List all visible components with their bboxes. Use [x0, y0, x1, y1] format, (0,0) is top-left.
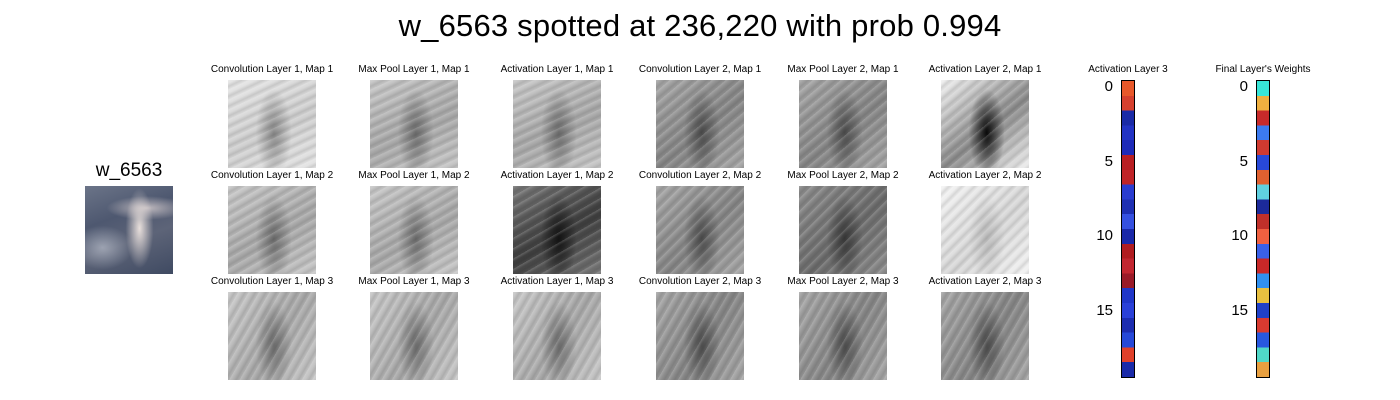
feature-map-label: Convolution Layer 2, Map 1: [638, 64, 762, 75]
feature-map: [799, 80, 887, 168]
feature-map-label: Max Pool Layer 1, Map 1: [358, 64, 470, 75]
feature-map: [656, 186, 744, 274]
feature-map: [656, 80, 744, 168]
feature-map-label: Convolution Layer 1, Map 3: [210, 276, 334, 287]
input-label: w_6563: [95, 160, 163, 181]
feature-map-label: Max Pool Layer 2, Map 3: [787, 276, 899, 287]
feature-map-label: Activation Layer 1, Map 2: [500, 170, 614, 181]
activation-layer-3-bar: [1121, 80, 1135, 378]
axis-tick-label: 0: [1104, 78, 1113, 96]
axis-tick-label: 10: [1231, 227, 1248, 245]
feature-map: [513, 292, 601, 380]
feature-map: [370, 186, 458, 274]
feature-map-label: Activation Layer 2, Map 2: [928, 170, 1042, 181]
feature-map-label: Max Pool Layer 1, Map 2: [358, 170, 470, 181]
feature-map: [941, 80, 1029, 168]
feature-map-label: Convolution Layer 2, Map 2: [638, 170, 762, 181]
feature-map: [799, 186, 887, 274]
feature-map: [228, 186, 316, 274]
feature-map: [228, 292, 316, 380]
feature-map-label: Activation Layer 2, Map 3: [928, 276, 1042, 287]
activation-layer-3-title: Activation Layer 3: [1088, 64, 1168, 75]
feature-map: [799, 292, 887, 380]
input-image: [85, 186, 173, 274]
feature-map-label: Convolution Layer 2, Map 3: [638, 276, 762, 287]
feature-map: [513, 80, 601, 168]
feature-map: [228, 80, 316, 168]
feature-map-label: Activation Layer 2, Map 1: [928, 64, 1042, 75]
final-weights-bar: [1256, 80, 1270, 378]
final-weights-title: Final Layer's Weights: [1215, 64, 1311, 75]
axis-tick-label: 0: [1239, 78, 1248, 96]
feature-map: [656, 292, 744, 380]
figure-title: w_6563 spotted at 236,220 with prob 0.99…: [398, 8, 1002, 43]
feature-map: [941, 292, 1029, 380]
feature-map: [370, 292, 458, 380]
axis-tick-label: 15: [1096, 301, 1113, 319]
feature-map-label: Max Pool Layer 1, Map 3: [358, 276, 470, 287]
feature-map: [370, 80, 458, 168]
axis-tick-label: 15: [1231, 301, 1248, 319]
feature-map: [513, 186, 601, 274]
axis-tick-label: 10: [1096, 227, 1113, 245]
feature-map-label: Max Pool Layer 2, Map 2: [787, 170, 899, 181]
axis-tick-label: 5: [1239, 152, 1248, 170]
feature-map: [941, 186, 1029, 274]
feature-map-label: Max Pool Layer 2, Map 1: [787, 64, 899, 75]
feature-map-label: Convolution Layer 1, Map 2: [210, 170, 334, 181]
feature-map-label: Activation Layer 1, Map 3: [500, 276, 614, 287]
feature-map-label: Convolution Layer 1, Map 1: [210, 64, 334, 75]
feature-map-label: Activation Layer 1, Map 1: [500, 64, 614, 75]
axis-tick-label: 5: [1104, 152, 1113, 170]
